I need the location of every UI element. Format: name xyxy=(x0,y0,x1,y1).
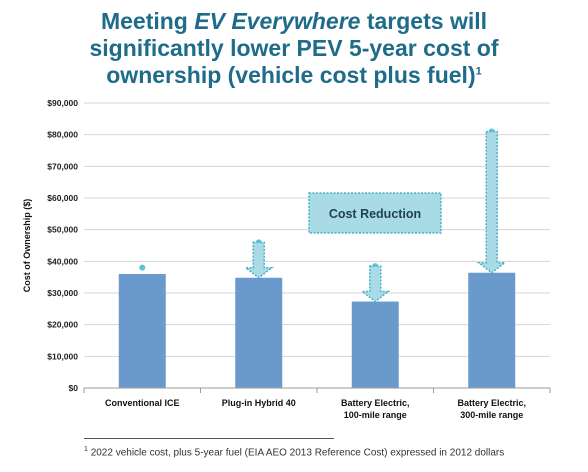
bars xyxy=(118,272,516,388)
baseline-marker xyxy=(139,264,146,271)
y-axis-label: Cost of Ownership ($) xyxy=(22,199,32,293)
x-axis-labels: Conventional ICE Plug-in Hybrid 40 Battery… xyxy=(105,398,526,420)
y-tick-label: $90,000 xyxy=(47,98,78,108)
y-tick-label: $40,000 xyxy=(47,256,78,266)
annotation-label: Cost Reduction xyxy=(329,207,421,221)
reduction-arrow xyxy=(476,130,507,274)
y-tick-label: $20,000 xyxy=(47,320,78,330)
annotation-box xyxy=(308,192,442,234)
footnote: 1 2022 vehicle cost, plus 5-year fuel (E… xyxy=(84,446,584,458)
title-line-1: Meeting EV Everywhere targets will xyxy=(100,8,488,34)
reduction-arrow xyxy=(360,265,391,303)
cost-reduction-annotation: Cost Reduction xyxy=(308,192,442,234)
reduction-arrow xyxy=(243,241,274,279)
footnote-mark: 1 xyxy=(84,446,88,453)
y-tick-label: $60,000 xyxy=(47,193,78,203)
chart-title: Meeting EV Everywhere targets will signi… xyxy=(0,8,588,89)
title-line-2: significantly lower PEV 5-year cost of xyxy=(89,35,499,61)
x-category-label: Plug-in Hybrid 40 xyxy=(222,398,296,408)
x-category-label: 300-mile range xyxy=(460,410,523,420)
bar xyxy=(468,272,516,388)
y-tick-label: $70,000 xyxy=(47,161,78,171)
y-tick-label: $80,000 xyxy=(47,130,78,140)
title-line-3: ownership (vehicle cost plus fuel)1 xyxy=(106,62,482,88)
x-category-label: Conventional ICE xyxy=(105,398,180,408)
bar xyxy=(351,301,399,388)
y-tick-label: $0 xyxy=(69,383,79,393)
x-category-label: Battery Electric, xyxy=(341,398,410,408)
y-axis-ticks: $0 $10,000 $20,000 $30,000 $40,000 $50,000 $60… xyxy=(47,98,78,393)
y-tick-label: $30,000 xyxy=(47,288,78,298)
footnote-text: 2022 vehicle cost, plus 5-year fuel (EIA… xyxy=(90,447,505,459)
title-footnote-mark: 1 xyxy=(475,65,482,78)
y-tick-label: $50,000 xyxy=(47,225,78,235)
bar xyxy=(118,274,166,388)
bar xyxy=(235,277,283,388)
x-category-label: Battery Electric, xyxy=(457,398,526,408)
y-tick-label: $10,000 xyxy=(47,351,78,361)
footnote-divider xyxy=(84,438,334,439)
reduction-arrows xyxy=(243,130,507,303)
x-category-label: 100-mile range xyxy=(344,410,407,420)
